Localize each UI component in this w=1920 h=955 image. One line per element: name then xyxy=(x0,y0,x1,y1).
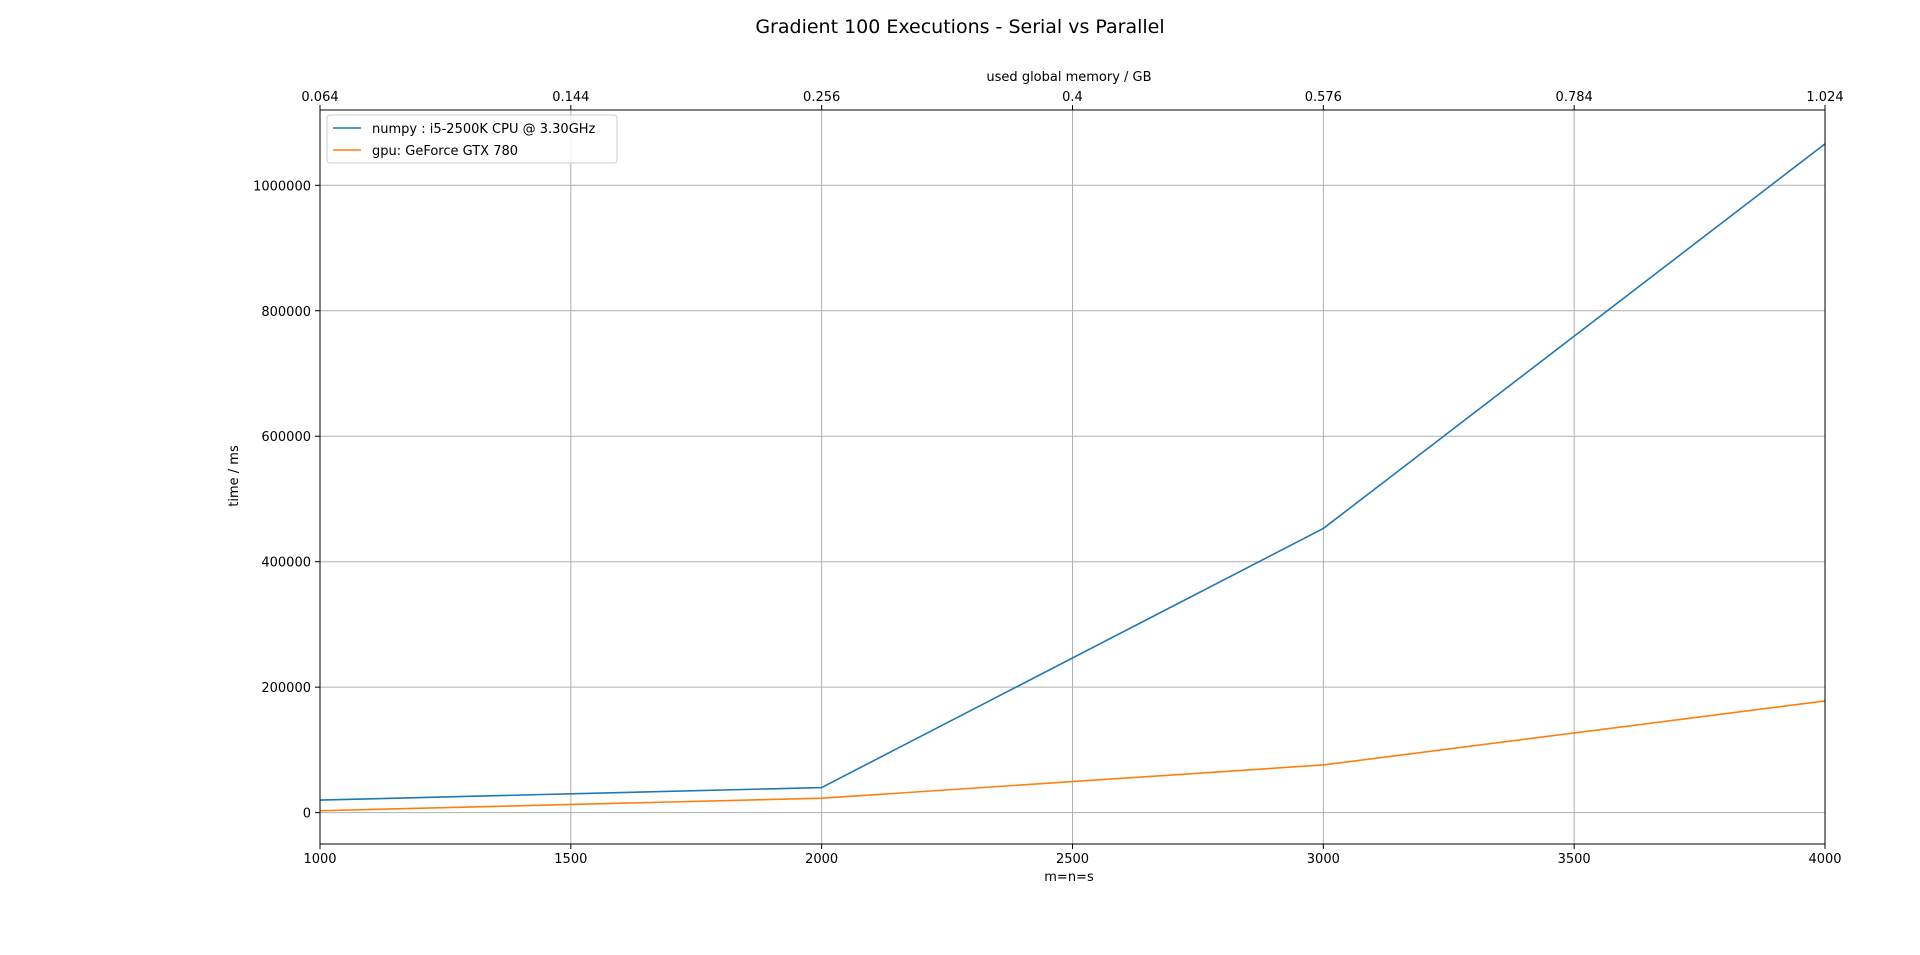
x-tick-label-5: 3500 xyxy=(1558,852,1591,867)
y-tick-label-4: 800000 xyxy=(261,305,311,320)
x-tick-label-4: 3000 xyxy=(1307,852,1340,867)
x2-tick-label-3: 0.4 xyxy=(1062,90,1083,105)
x-tick-label-0: 1000 xyxy=(303,852,336,867)
x-axis-label: m=n=s xyxy=(1044,870,1094,885)
x2-tick-label-6: 1.024 xyxy=(1806,90,1843,105)
x2-tick-label-2: 0.256 xyxy=(803,90,840,105)
series-line-1 xyxy=(319,700,1826,812)
y-tick-label-1: 200000 xyxy=(261,681,311,696)
x-tick-label-3: 2500 xyxy=(1056,852,1089,867)
x2-tick-label-5: 0.784 xyxy=(1556,90,1593,105)
x2-tick-label-0: 0.064 xyxy=(301,90,338,105)
legend: numpy : i5-2500K CPU @ 3.30GHz gpu: GeFo… xyxy=(326,114,618,164)
grid xyxy=(319,110,1826,844)
y-axis-label: time / ms xyxy=(227,445,242,507)
series-line-0 xyxy=(319,143,1826,801)
y-tick-label-3: 600000 xyxy=(261,430,311,445)
axis-ticks: 1000 0.064 1500 0.144 2000 0.256 2500 0.4 3000 0.… xyxy=(253,90,1844,867)
x-tick-label-1: 1500 xyxy=(554,852,587,867)
x-tick-label-2: 2000 xyxy=(805,852,838,867)
x2-tick-label-4: 0.576 xyxy=(1305,90,1342,105)
series-lines xyxy=(319,143,1826,812)
y-tick-label-5: 1000000 xyxy=(253,179,311,194)
x-tick-label-6: 4000 xyxy=(1808,852,1841,867)
legend-box xyxy=(326,114,618,164)
chart-title: Gradient 100 Executions - Serial vs Para… xyxy=(755,16,1164,38)
legend-label-numpy: numpy : i5-2500K CPU @ 3.30GHz xyxy=(372,122,596,137)
legend-label-gpu: gpu: GeForce GTX 780 xyxy=(372,144,518,159)
y-tick-label-2: 400000 xyxy=(261,556,311,571)
x2-tick-label-1: 0.144 xyxy=(552,90,589,105)
x2-axis-label: used global memory / GB xyxy=(986,70,1151,85)
y-tick-label-0: 0 xyxy=(303,807,311,822)
